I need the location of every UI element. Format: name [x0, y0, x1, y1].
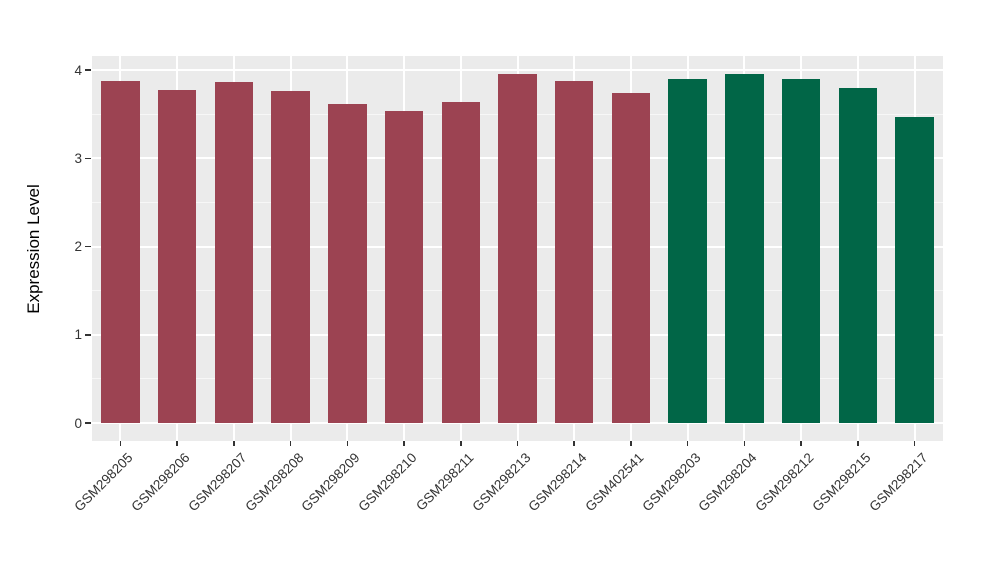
- bar-GSM298208: [271, 91, 310, 423]
- x-tick-mark: [857, 441, 859, 446]
- x-tick-label: GSM298204: [695, 450, 761, 515]
- bar-GSM298213: [498, 73, 537, 423]
- plot-panel: [92, 56, 943, 441]
- x-tick-label: GSM298205: [71, 450, 136, 515]
- x-tick-label: GSM298215: [809, 450, 874, 515]
- x-tick-mark: [913, 441, 916, 446]
- bar-GSM298209: [328, 104, 367, 423]
- x-tick-label: GSM298209: [298, 450, 363, 515]
- y-tick-mark: [85, 69, 91, 71]
- y-tick-label: 3: [74, 150, 82, 166]
- x-tick-label: GSM298207: [185, 450, 250, 515]
- x-tick-label: GSM298214: [525, 450, 590, 515]
- y-tick-label: 1: [74, 327, 82, 343]
- bar-GSM298217: [895, 116, 934, 423]
- bar-GSM298205: [101, 80, 140, 423]
- bar-GSM298206: [157, 90, 197, 423]
- y-tick-label: 4: [74, 62, 82, 78]
- bar-GSM402541: [611, 92, 651, 423]
- bar-GSM298207: [214, 82, 254, 423]
- x-tick-mark: [289, 441, 292, 446]
- bar-GSM298212: [781, 78, 821, 423]
- x-tick-mark: [176, 441, 178, 446]
- x-tick-mark: [460, 441, 462, 446]
- y-tick-label: 0: [74, 415, 82, 431]
- x-tick-mark: [573, 441, 575, 446]
- bar-GSM298211: [441, 101, 481, 423]
- x-tick-mark: [119, 441, 122, 446]
- x-tick-mark: [743, 441, 746, 446]
- bar-GSM298214: [554, 80, 594, 423]
- x-tick-label: GSM298217: [866, 450, 931, 515]
- y-tick-mark: [85, 245, 91, 248]
- x-tick-label: GSM298210: [355, 450, 420, 515]
- y-tick-label: 2: [74, 239, 82, 254]
- x-tick-mark: [686, 441, 689, 446]
- bar-GSM298215: [838, 87, 878, 423]
- x-tick-label: GSM298211: [412, 450, 477, 514]
- bar-GSM298210: [384, 110, 424, 423]
- x-tick-mark: [233, 441, 235, 446]
- x-tick-label: GSM298213: [468, 450, 534, 515]
- x-tick-label: GSM298208: [241, 450, 307, 515]
- x-tick-label: GSM402541: [582, 450, 647, 515]
- y-tick-mark: [85, 422, 91, 424]
- bar-GSM298204: [725, 74, 764, 423]
- bar-GSM298203: [668, 78, 707, 423]
- x-tick-mark: [630, 441, 632, 446]
- y-tick-mark: [85, 334, 91, 336]
- x-tick-label: GSM298203: [639, 450, 704, 515]
- x-tick-mark: [516, 441, 519, 446]
- x-tick-label: GSM298206: [128, 450, 193, 515]
- x-tick-mark: [403, 441, 405, 446]
- y-tick-mark: [85, 157, 91, 159]
- x-tick-mark: [346, 441, 349, 446]
- x-tick-label: GSM298212: [752, 450, 817, 515]
- x-tick-mark: [800, 441, 802, 446]
